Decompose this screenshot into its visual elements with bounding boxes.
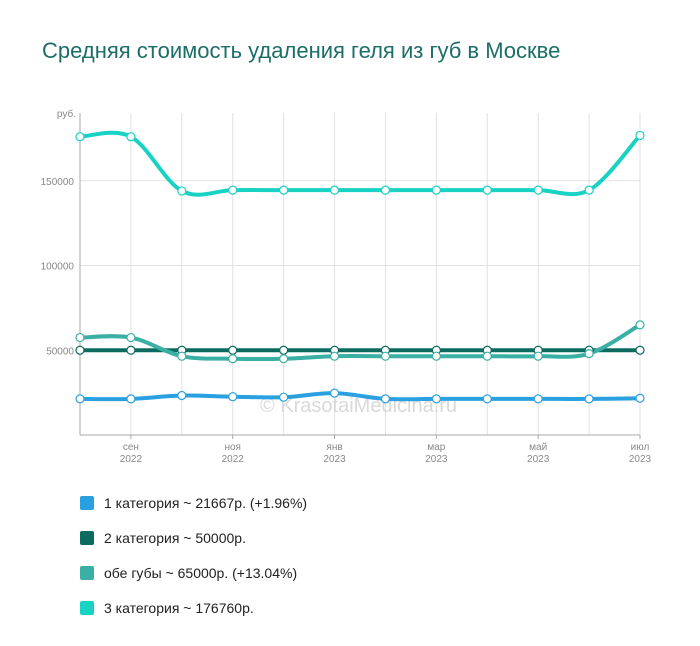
data-point-s1-4[interactable] — [228, 392, 238, 402]
data-point-s3-1[interactable] — [75, 332, 85, 343]
legend-label-4: 3 категория ~ 176760р. — [104, 599, 254, 616]
x-tick-label-month: мар — [427, 442, 445, 453]
x-tick-label-month: сен — [123, 442, 139, 453]
data-point-s2-12[interactable] — [635, 345, 645, 355]
legend-item-2[interactable]: 2 категория ~ 50000р. — [80, 520, 307, 555]
data-point-s4-1[interactable] — [75, 132, 85, 142]
legend-label-2: 2 категория ~ 50000р. — [104, 529, 246, 546]
chart-title: Средняя стоимость удаления геля из губ в… — [42, 38, 561, 63]
data-point-s2-4[interactable] — [228, 345, 238, 355]
data-point-s4-10[interactable] — [533, 185, 543, 195]
x-tick-label-month: июл — [631, 442, 650, 453]
series-points — [75, 130, 645, 404]
data-point-s3-5[interactable] — [279, 354, 289, 364]
data-point-s3-2[interactable] — [126, 332, 136, 343]
data-point-s1-9[interactable] — [482, 394, 492, 404]
x-tick-label-year: 2023 — [629, 454, 652, 465]
data-point-s4-8[interactable] — [431, 185, 441, 195]
x-tick-label-year: 2022 — [120, 454, 143, 465]
data-point-s1-10[interactable] — [533, 394, 543, 404]
data-point-s1-8[interactable] — [431, 394, 441, 404]
data-point-s1-2[interactable] — [126, 394, 136, 404]
data-point-s4-12[interactable] — [635, 130, 645, 141]
x-tick-label-year: 2023 — [323, 454, 346, 465]
y-tick-label: 50000 — [46, 346, 74, 357]
legend: 1 категория ~ 21667р. (+1.96%) 2 категор… — [80, 485, 307, 625]
data-point-s3-9[interactable] — [482, 351, 492, 361]
data-point-s1-7[interactable] — [380, 394, 391, 404]
data-point-s1-12[interactable] — [635, 393, 645, 403]
y-tick-label: 150000 — [41, 177, 75, 188]
data-point-s1-11[interactable] — [584, 394, 594, 404]
legend-swatch-1 — [80, 495, 94, 510]
x-tick-label-month: янв — [326, 442, 342, 453]
data-point-s2-5[interactable] — [279, 345, 289, 355]
legend-swatch-3 — [80, 565, 94, 580]
data-point-s2-2[interactable] — [126, 345, 136, 355]
data-point-s1-1[interactable] — [75, 394, 85, 404]
data-point-s4-3[interactable] — [177, 186, 187, 196]
line-chart: руб.50000100000150000сен2022ноя2022янв20… — [41, 108, 652, 465]
grid — [79, 113, 641, 435]
legend-label-3: обе губы ~ 65000р. (+13.04%) — [104, 564, 298, 581]
x-tick-label-month: май — [529, 442, 547, 453]
data-point-s4-6[interactable] — [329, 185, 340, 195]
legend-item-1[interactable]: 1 категория ~ 21667р. (+1.96%) — [80, 485, 307, 520]
data-point-s1-6[interactable] — [329, 388, 340, 398]
data-point-s3-3[interactable] — [177, 351, 187, 361]
legend-swatch-2 — [80, 530, 94, 545]
data-point-s4-4[interactable] — [228, 185, 238, 195]
data-point-s3-4[interactable] — [228, 354, 238, 364]
data-point-s3-10[interactable] — [533, 351, 543, 361]
data-point-s2-1[interactable] — [75, 345, 85, 355]
data-point-s3-8[interactable] — [431, 351, 441, 361]
data-point-s4-7[interactable] — [380, 185, 391, 195]
legend-swatch-4 — [80, 600, 94, 615]
x-tick-label-year: 2022 — [222, 454, 245, 465]
x-tick-label-month: ноя — [224, 442, 241, 453]
axes: руб.50000100000150000сен2022ноя2022янв20… — [41, 108, 652, 465]
legend-label-1: 1 категория ~ 21667р. (+1.96%) — [104, 494, 308, 511]
data-point-s1-5[interactable] — [279, 392, 289, 402]
data-point-s4-2[interactable] — [126, 132, 136, 142]
data-point-s3-6[interactable] — [329, 351, 340, 361]
data-point-s3-11[interactable] — [584, 349, 594, 359]
data-point-s4-5[interactable] — [279, 185, 289, 195]
y-tick-label: 100000 — [41, 262, 75, 273]
data-point-s3-12[interactable] — [635, 320, 645, 330]
series-line-4 — [78, 130, 642, 197]
data-point-s1-3[interactable] — [177, 390, 187, 401]
legend-item-3[interactable]: обе губы ~ 65000р. (+13.04%) — [80, 555, 307, 590]
x-tick-label-year: 2023 — [527, 454, 550, 465]
series-line-3 — [78, 322, 642, 362]
x-tick-label-year: 2023 — [425, 454, 448, 465]
legend-item-4[interactable]: 3 категория ~ 176760р. — [80, 590, 307, 625]
y-axis-label: руб. — [57, 108, 76, 120]
data-point-s3-7[interactable] — [380, 351, 391, 361]
data-point-s4-11[interactable] — [584, 185, 594, 195]
data-point-s4-9[interactable] — [482, 185, 492, 195]
